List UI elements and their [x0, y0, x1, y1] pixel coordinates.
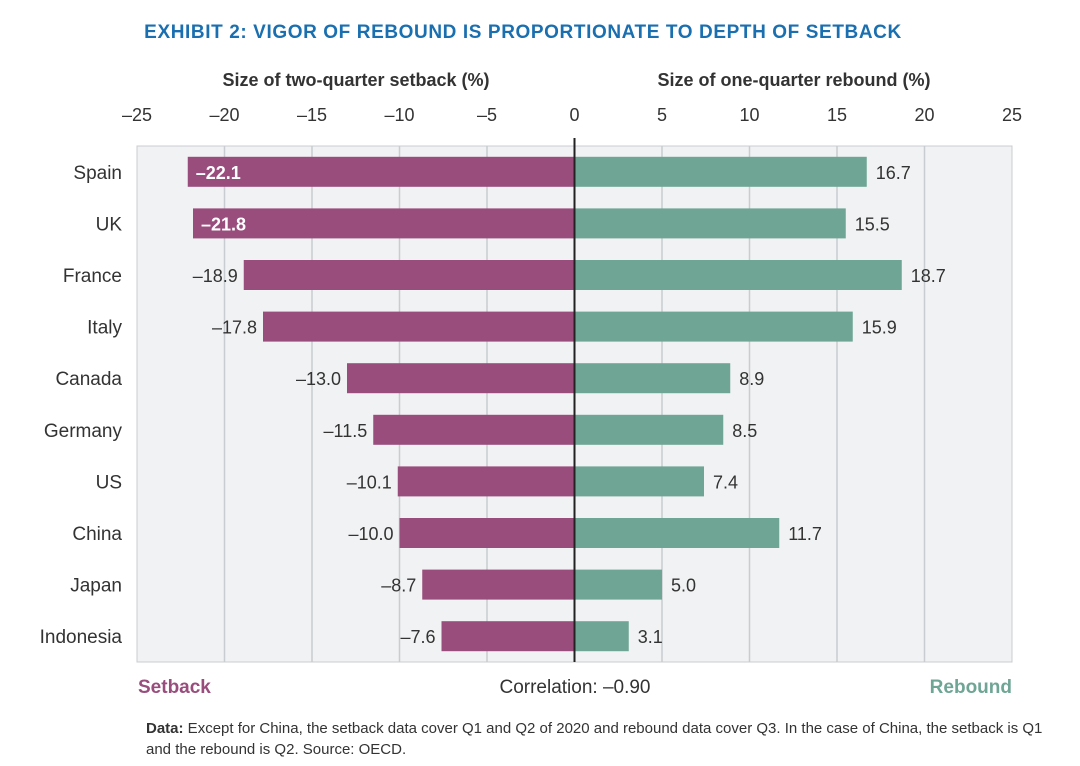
setback-bar — [441, 621, 575, 652]
setback-value-label: –13.0 — [296, 369, 341, 389]
legend-setback: Setback — [138, 677, 211, 698]
x-axis-ticks: –25 –20 –15 –10 –5 0 5 10 15 20 25 — [122, 105, 1022, 125]
category-label: UK — [96, 214, 123, 235]
category-label: Germany — [44, 421, 123, 442]
setback-bar — [347, 363, 575, 394]
footnote-label: Data: — [146, 720, 184, 737]
right-axis-heading: Size of one-quarter rebound (%) — [657, 70, 930, 90]
rebound-value-label: 15.9 — [862, 318, 897, 338]
x-tick-label: –25 — [122, 105, 152, 125]
setback-value-label: –10.1 — [347, 472, 392, 492]
setback-value-label: –18.9 — [193, 266, 238, 286]
setback-value-label: –22.1 — [196, 163, 241, 183]
x-tick-label: 15 — [827, 105, 847, 125]
legend-rebound: Rebound — [930, 677, 1012, 698]
setback-value-label: –17.8 — [212, 318, 257, 338]
category-label: Spain — [73, 163, 122, 184]
rebound-value-label: 7.4 — [713, 472, 738, 492]
setback-value-label: –7.6 — [400, 627, 435, 647]
x-tick-label: 25 — [1002, 105, 1022, 125]
correlation-annotation: Correlation: –0.90 — [499, 677, 650, 698]
rebound-value-label: 3.1 — [638, 627, 663, 647]
x-tick-label: –20 — [209, 105, 239, 125]
rebound-value-label: 11.7 — [788, 524, 822, 544]
footnote: Data: Except for China, the setback data… — [146, 718, 1046, 760]
category-label: Indonesia — [40, 627, 123, 648]
category-label: Japan — [70, 576, 122, 597]
rebound-value-label: 15.5 — [855, 214, 890, 234]
footnote-text: Except for China, the setback data cover… — [146, 720, 1043, 758]
category-label: Canada — [55, 369, 122, 390]
category-label: Italy — [87, 318, 122, 339]
rebound-value-label: 18.7 — [911, 266, 946, 286]
chart-title: EXHIBIT 2: VIGOR OF REBOUND IS PROPORTIO… — [144, 22, 902, 43]
setback-bar — [422, 569, 575, 600]
rebound-bar — [574, 363, 731, 394]
x-tick-label: 0 — [569, 105, 579, 125]
setback-bar — [397, 466, 575, 497]
rebound-value-label: 8.5 — [732, 421, 757, 441]
category-label: China — [72, 524, 122, 545]
rebound-bar — [574, 518, 780, 548]
category-label: France — [63, 266, 122, 287]
diverging-bar-chart: EXHIBIT 2: VIGOR OF REBOUND IS PROPORTIO… — [40, 22, 1022, 698]
rebound-bar — [574, 414, 724, 445]
rebound-bar — [574, 208, 846, 239]
bars: –22.1 16.7 –21.8 15.5 –18.9 18.7 –17.8 15.9 –13.… — [187, 156, 946, 652]
rebound-value-label: 16.7 — [876, 163, 911, 183]
x-tick-label: –5 — [477, 105, 497, 125]
setback-value-label: –11.5 — [324, 421, 368, 441]
x-tick-label: –10 — [384, 105, 414, 125]
rebound-value-label: 8.9 — [739, 369, 764, 389]
setback-bar — [243, 260, 575, 290]
rebound-bar — [574, 621, 629, 652]
setback-value-label: –21.8 — [201, 214, 246, 234]
rebound-bar — [574, 156, 867, 187]
rebound-bar — [574, 466, 704, 497]
x-tick-label: 20 — [914, 105, 934, 125]
x-tick-label: 10 — [739, 105, 759, 125]
setback-bar — [399, 518, 575, 548]
setback-value-label: –10.0 — [348, 524, 393, 544]
category-label: US — [96, 472, 122, 493]
x-tick-label: 5 — [657, 105, 667, 125]
setback-bar — [187, 156, 575, 187]
rebound-bar — [574, 260, 902, 290]
setback-bar — [193, 208, 575, 239]
rebound-bar — [574, 311, 853, 342]
setback-value-label: –8.7 — [381, 576, 416, 596]
left-axis-heading: Size of two-quarter setback (%) — [222, 70, 489, 90]
rebound-bar — [574, 569, 662, 600]
rebound-value-label: 5.0 — [671, 576, 696, 596]
category-labels: Spain UK France Italy Canada Germany US China Ja… — [40, 163, 123, 648]
x-tick-label: –15 — [297, 105, 327, 125]
setback-bar — [373, 414, 575, 445]
setback-bar — [263, 311, 575, 342]
